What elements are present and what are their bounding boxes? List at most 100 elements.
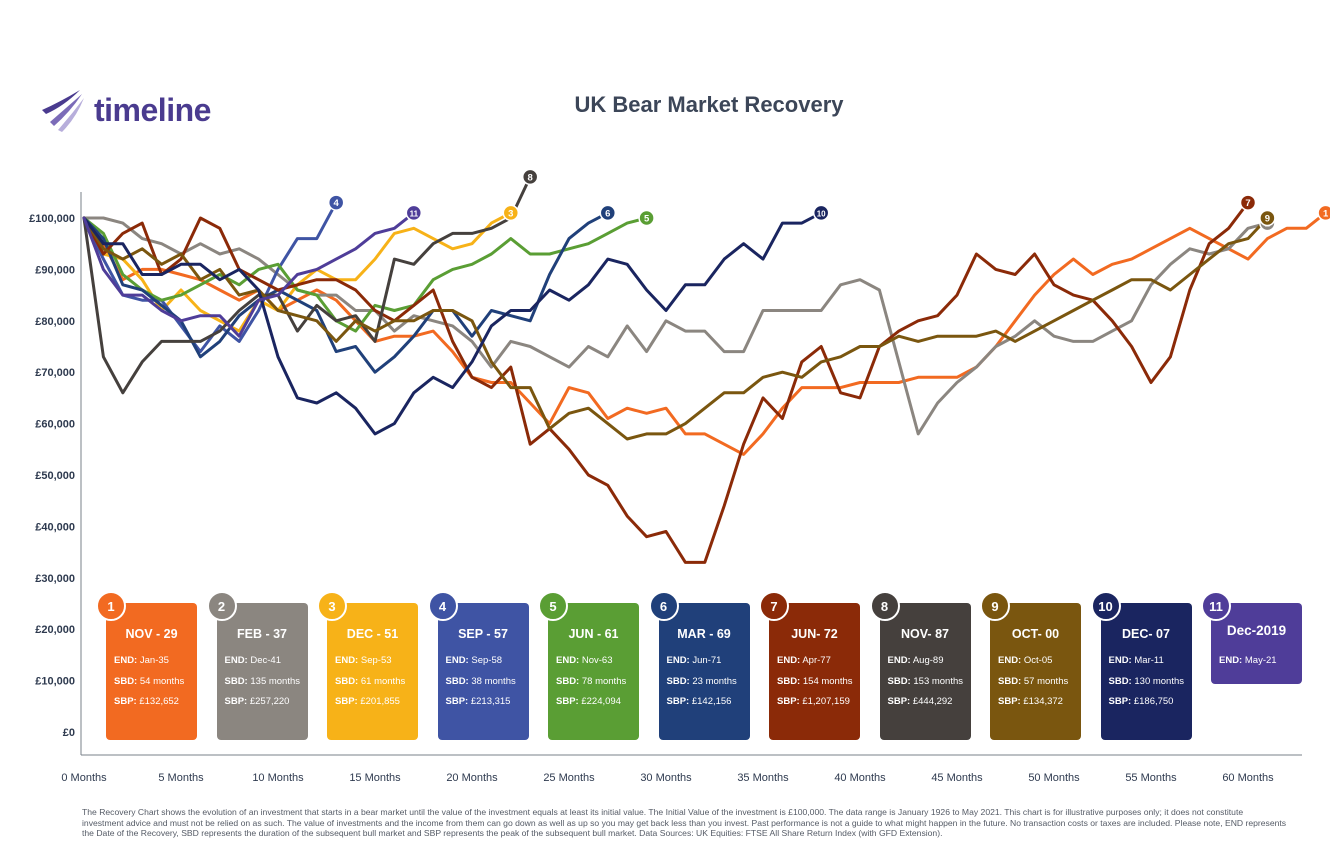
event-card-end: END: Sep-53: [335, 655, 392, 666]
event-card-sbd-label: SBD:: [335, 675, 359, 687]
series-end-marker-label: 7: [1245, 198, 1250, 209]
event-card-number: 7: [759, 591, 789, 621]
event-card-2: 2 FEB - 37 END: Dec-41 SBD: 135 months SBP: …: [206, 591, 308, 740]
event-card-sbp-value: £186,750: [1131, 696, 1174, 707]
event-card-11: 11 Dec-2019 END: May-21: [1201, 591, 1302, 684]
event-card-date: NOV - 29: [125, 627, 178, 641]
event-card-number: 11: [1201, 591, 1231, 621]
event-card-end-label: END:: [335, 655, 359, 666]
event-card-end: END: Apr-77: [777, 655, 831, 666]
event-card-sbd-value: 154 months: [800, 675, 853, 687]
event-card-number: 8: [869, 591, 900, 621]
event-card-date: FEB - 37: [236, 627, 287, 641]
series-end-marker-circle: [1239, 194, 1257, 211]
series-end-marker-7: 7: [1239, 194, 1257, 211]
event-card-end-value: Apr-77: [800, 655, 831, 666]
event-card-end: END: Nov-63: [556, 655, 613, 666]
event-card-sbp: SBP: £186,750: [1109, 696, 1174, 707]
event-card-date: MAR - 69: [677, 627, 731, 641]
event-card-end: END: Dec-41: [225, 655, 282, 666]
series-line-5: [82, 216, 649, 333]
event-card-number: 1: [96, 591, 126, 621]
event-card-end-label: END:: [445, 655, 469, 666]
series-end-marker-circle: [327, 194, 345, 211]
x-tick-label: 40 Months: [834, 772, 886, 784]
y-tick-label: £90,000: [35, 264, 75, 276]
event-card-sbp-label: SBP:: [335, 696, 358, 707]
x-tick-label: 0 Months: [61, 772, 107, 784]
event-card-sbp-label: SBP:: [666, 696, 690, 707]
event-card-end-label: END:: [998, 655, 1022, 666]
event-card-number: 9: [980, 591, 1010, 621]
event-card-sbp-value: £444,292: [910, 696, 953, 707]
event-card-sbd-label: SBD:: [224, 675, 248, 687]
event-card-sbd: SBD: 130 months: [1109, 676, 1185, 687]
series-end-marker-label: 9: [1265, 214, 1270, 225]
event-card-sbp: SBP: £132,652: [114, 696, 179, 707]
y-tick-label: £0: [63, 727, 75, 739]
series-end-marker-10: 10: [812, 204, 830, 222]
event-card-end-label: END:: [114, 655, 138, 666]
event-card-sbd: SBD: 54 months: [114, 676, 184, 687]
y-tick-label: £40,000: [35, 521, 75, 533]
event-card-sbd-value: 23 months: [689, 675, 737, 687]
event-card-sbp-value: £132,652: [136, 696, 179, 707]
event-card-sbd: SBD: 153 months: [888, 676, 964, 687]
event-card-sbp: SBP: £1,207,159: [777, 696, 850, 707]
series-end-marker-circle: [1317, 204, 1330, 222]
event-card-end: END: Jun-71: [667, 655, 722, 666]
series-line-7: [82, 201, 1250, 564]
event-card-end-value: May-21: [1242, 655, 1277, 666]
event-card-sbd: SBD: 154 months: [777, 676, 853, 687]
series-end-marker-9: 9: [1259, 209, 1276, 227]
x-tick-label: 30 Months: [640, 772, 692, 784]
event-card-sbd-value: 130 months: [1131, 675, 1185, 687]
event-card-8: 8 NOV- 87 END: Aug-89 SBD: 153 months SBP: £…: [869, 591, 971, 740]
event-card-6: 6 MAR - 69 END: Jun-71 SBD: 23 months SBP: £…: [648, 591, 750, 740]
event-card-sbp: SBP: £444,292: [888, 696, 953, 707]
event-card-sbd: SBD: 23 months: [667, 676, 737, 687]
event-card-4: 4 SEP - 57 END: Sep-58 SBD: 38 months SBP: £…: [427, 591, 529, 740]
x-tick-label: 45 Months: [931, 772, 983, 784]
event-card-sbd-label: SBD:: [887, 675, 911, 687]
series-line-2: [82, 216, 1269, 436]
event-card-5: 5 JUN - 61 END: Nov-63 SBD: 78 months SBP: £…: [538, 591, 639, 740]
event-card-end: END: Jan-35: [114, 655, 169, 666]
x-tick-label: 25 Months: [543, 772, 595, 784]
event-card-date: NOV- 87: [901, 627, 949, 641]
event-card-sbd-label: SBD:: [666, 675, 690, 687]
event-card-end: END: Mar-11: [1109, 655, 1164, 666]
chart-end-markers: 1234567891011: [327, 168, 1330, 232]
event-card-end-label: END:: [224, 655, 248, 666]
x-tick-label: 35 Months: [737, 772, 789, 784]
event-card-sbd-label: SBD:: [777, 675, 801, 687]
series-end-marker-label: 3: [508, 208, 513, 219]
series-end-marker-circle: [521, 168, 539, 186]
event-card-sbp-label: SBP:: [777, 696, 800, 707]
series-end-marker-label: 4: [334, 198, 340, 209]
footnote: The Recovery Chart shows the evolution o…: [82, 807, 1287, 838]
event-card-end-label: END:: [1219, 655, 1243, 666]
series-end-marker-6: 6: [599, 204, 617, 222]
event-card-sbd-value: 54 months: [137, 675, 185, 687]
event-card-sbp-value: £224,094: [578, 696, 621, 707]
event-card-sbp-label: SBP:: [887, 696, 911, 707]
event-card-end-value: Sep-58: [468, 655, 503, 666]
event-card-sbd-label: SBD:: [998, 675, 1022, 687]
series-end-marker-circle: [1259, 209, 1276, 227]
x-tick-label: 15 Months: [349, 772, 401, 784]
y-tick-label: £30,000: [35, 573, 75, 585]
y-tick-label: £10,000: [35, 676, 75, 688]
event-card-sbp-label: SBP:: [224, 696, 248, 707]
chart-lines: [82, 175, 1328, 564]
series-end-marker-4: 4: [327, 194, 345, 211]
series-line-6: [82, 211, 610, 374]
event-card-sbd-value: 135 months: [247, 675, 301, 687]
series-end-marker-label: 5: [644, 214, 650, 225]
event-card-number: 3: [317, 591, 347, 621]
series-end-marker-11: 11: [405, 204, 423, 222]
event-card-end-value: Oct-05: [1021, 655, 1053, 666]
series-line-11: [82, 211, 416, 338]
event-card-sbp-value: £201,855: [357, 696, 400, 707]
